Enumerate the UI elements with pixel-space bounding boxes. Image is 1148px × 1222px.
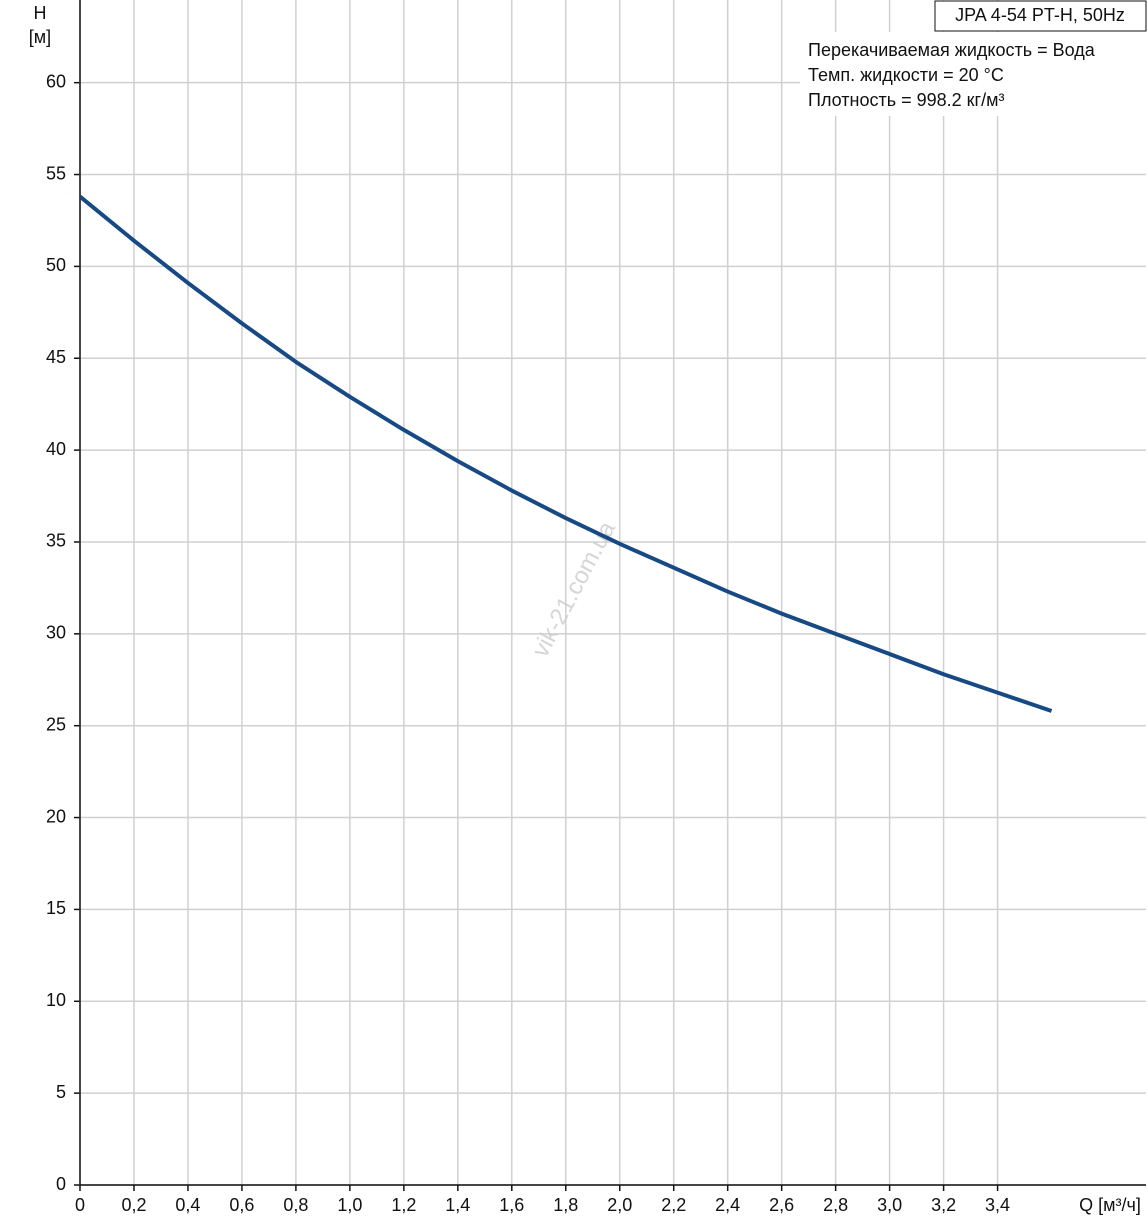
y-tick-label: 5	[56, 1082, 66, 1102]
chart-title: JPA 4-54 PT-H, 50Hz	[955, 5, 1125, 25]
title-box	[934, 0, 1147, 32]
series-line	[78, 195, 1053, 713]
x-tick-label: 2,4	[715, 1195, 740, 1215]
x-tick-label: 2,8	[823, 1195, 848, 1215]
x-tick-label: 0,4	[175, 1195, 200, 1215]
annotation: Темп. жидкости = 20 °C	[808, 65, 1004, 85]
x-tick-label: 0	[75, 1195, 85, 1215]
y-axis-label: H	[34, 3, 47, 23]
x-tick-label: 1,8	[553, 1195, 578, 1215]
x-tick-label: 2,0	[607, 1195, 632, 1215]
y-tick-label: 50	[46, 255, 66, 275]
x-tick-label: 0,8	[283, 1195, 308, 1215]
y-tick-label: 0	[56, 1174, 66, 1194]
y-tick-label: 55	[46, 163, 66, 183]
x-tick-label: 0,2	[121, 1195, 146, 1215]
y-tick-label: 20	[46, 806, 66, 826]
y-tick-label: 35	[46, 531, 66, 551]
x-tick-label: 3,2	[931, 1195, 956, 1215]
x-tick-label: 1,0	[337, 1195, 362, 1215]
y-tick-label: 25	[46, 714, 66, 734]
y-tick-label: 60	[46, 71, 66, 91]
x-tick-label: 3,0	[877, 1195, 902, 1215]
x-tick-label: 2,2	[661, 1195, 686, 1215]
x-tick-label: 3,4	[985, 1195, 1010, 1215]
x-tick-label: 1,4	[445, 1195, 470, 1215]
x-tick-label: 1,2	[391, 1195, 416, 1215]
y-tick-label: 45	[46, 347, 66, 367]
annotation: Плотность = 998.2 кг/м³	[808, 90, 1004, 110]
x-tick-label: 2,6	[769, 1195, 794, 1215]
x-axis-label: Q [м³/ч]	[1079, 1195, 1141, 1215]
annotation: Перекачиваемая жидкость = Вода	[808, 40, 1096, 60]
x-tick-label: 1,6	[499, 1195, 524, 1215]
y-tick-label: 30	[46, 623, 66, 643]
info-background	[800, 32, 1146, 116]
x-tick-label: 0,6	[229, 1195, 254, 1215]
y-tick-label: 10	[46, 990, 66, 1010]
y-tick-label: 40	[46, 439, 66, 459]
y-tick-label: 15	[46, 898, 66, 918]
y-axis-unit: [м]	[29, 27, 51, 47]
